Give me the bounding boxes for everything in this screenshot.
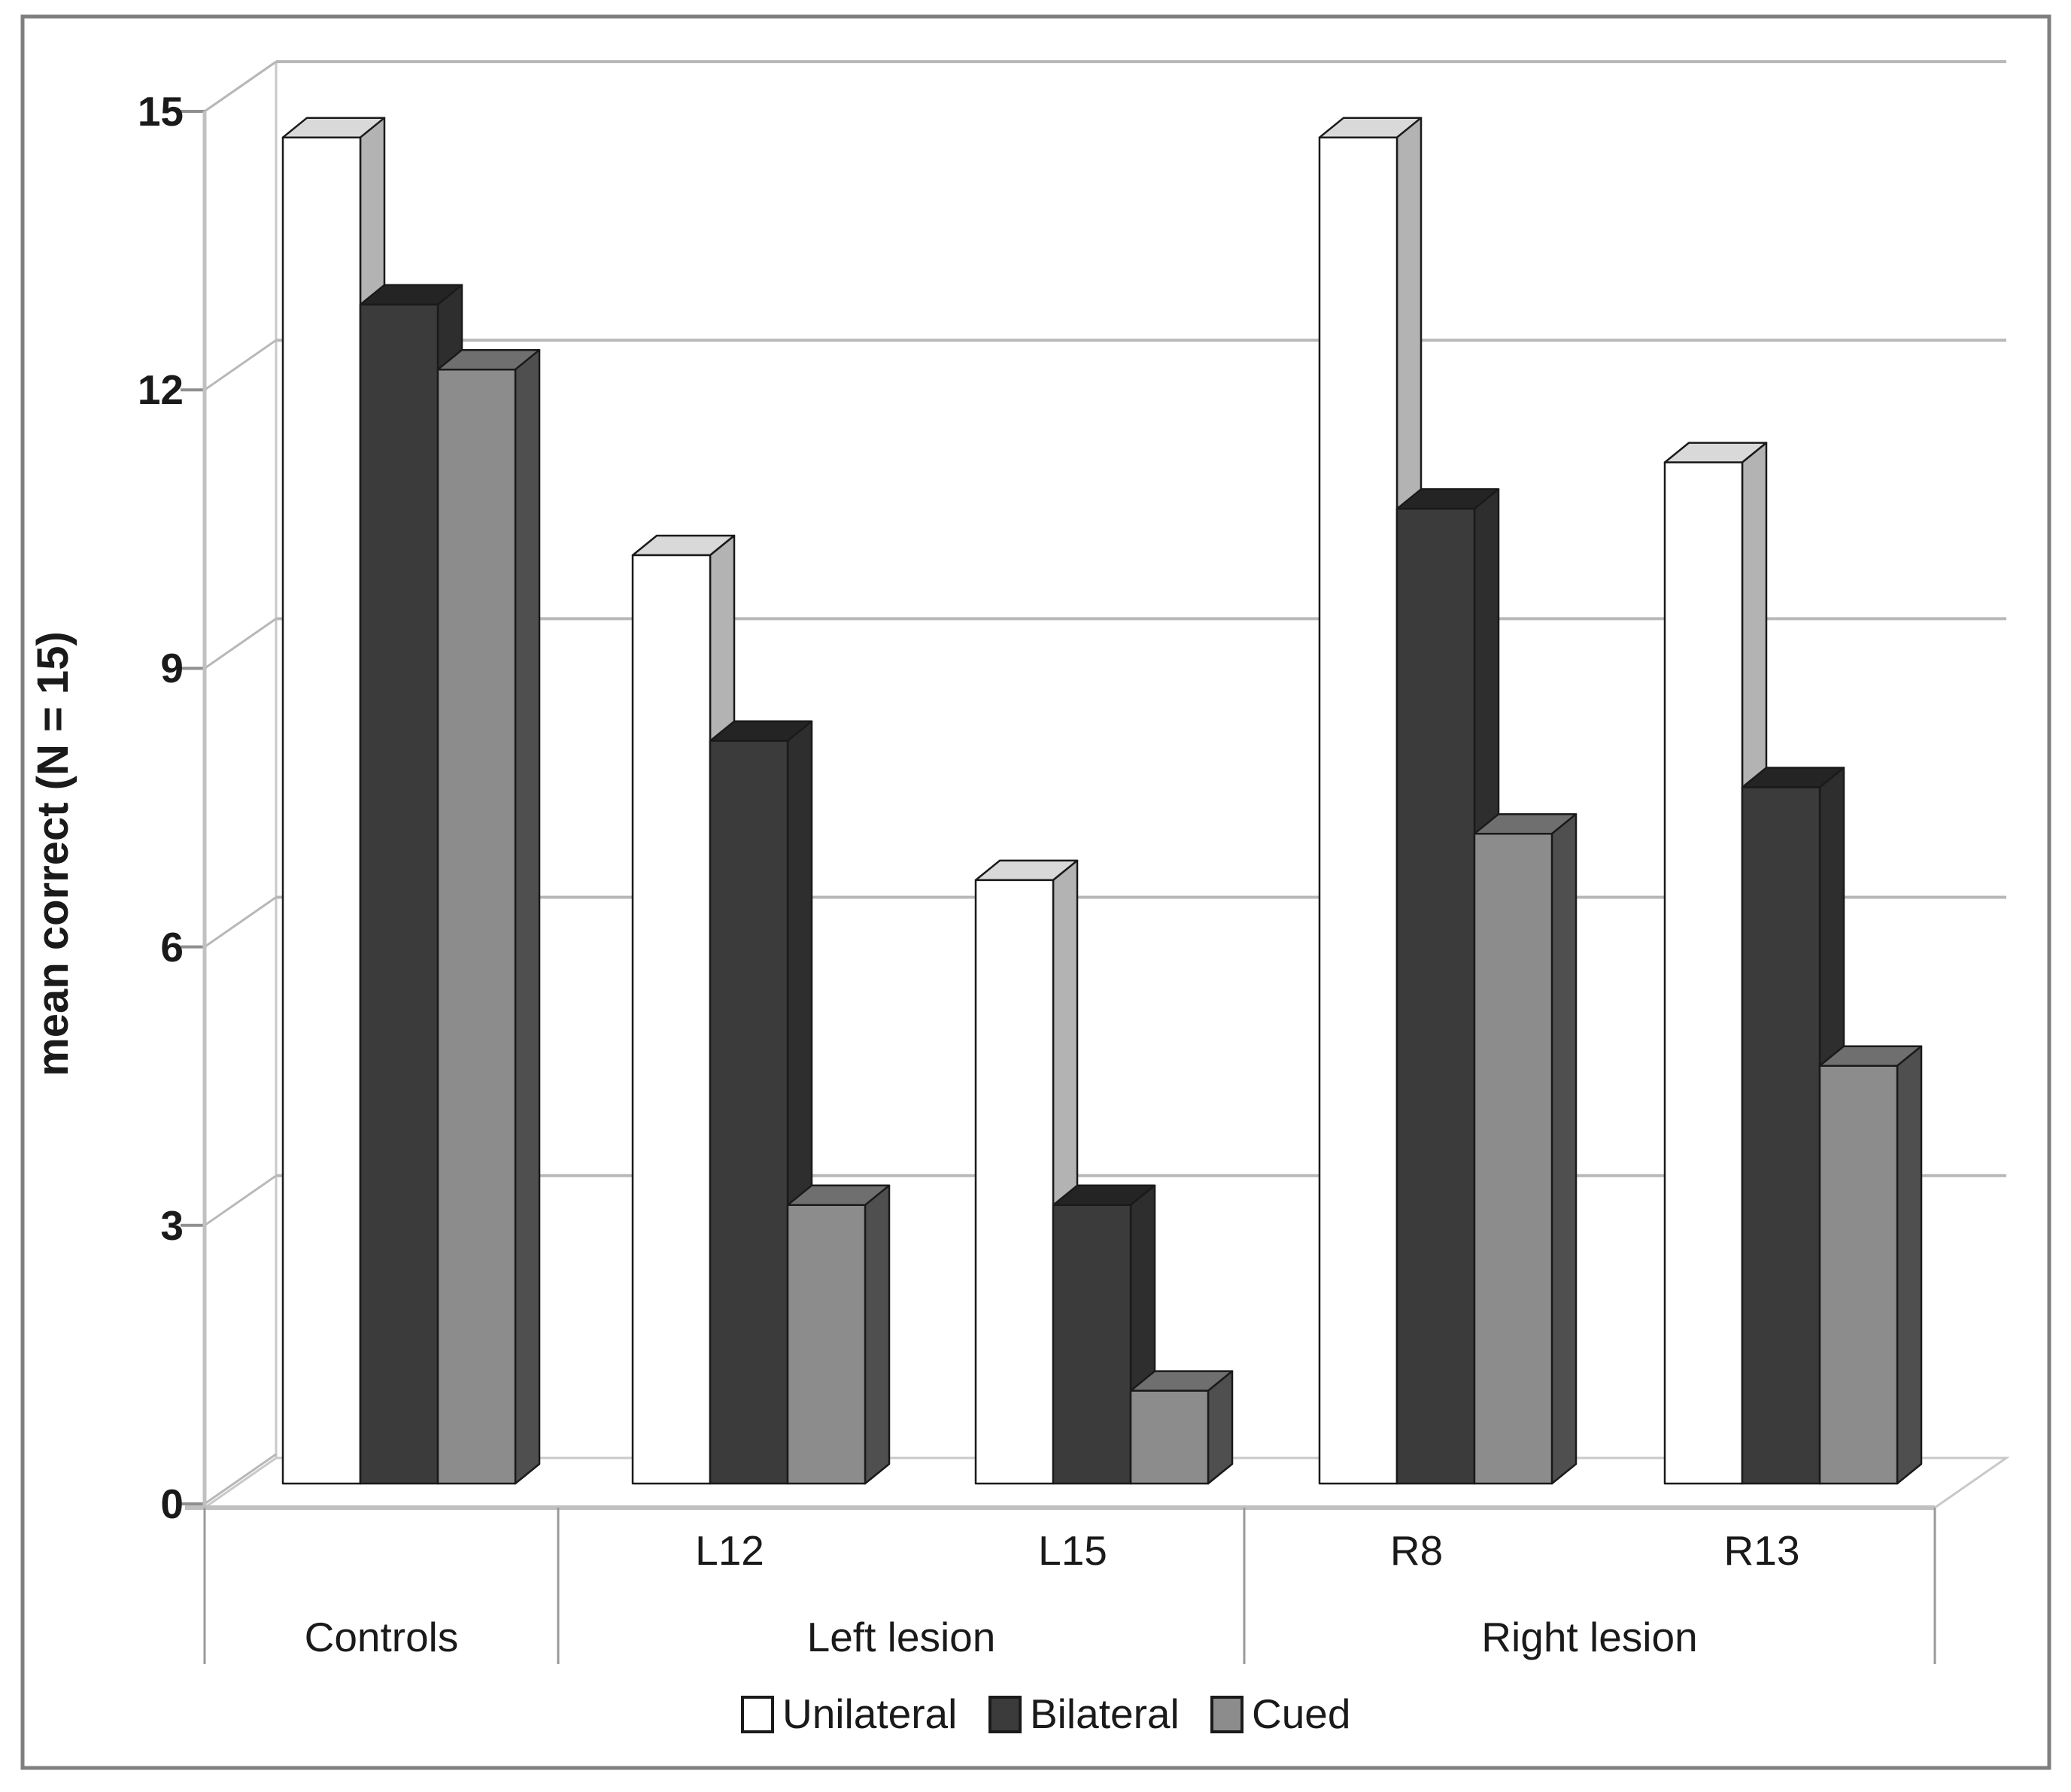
bar-side-face: [1896, 1045, 1923, 1485]
bar-cued-L15: [1129, 1370, 1234, 1485]
tick-connector: [204, 60, 277, 113]
tick-connector: [204, 896, 277, 948]
cluster-label-r13: R13: [1724, 1527, 1800, 1574]
bar-cued-R8: [1473, 812, 1578, 1485]
cluster-label-l12: L12: [695, 1527, 764, 1574]
cluster-label-r8: R8: [1390, 1527, 1443, 1574]
legend-label-cued: Cued: [1252, 1690, 1350, 1737]
legend-swatch-bilateral: [988, 1696, 1022, 1733]
cluster-label-l15: L15: [1038, 1527, 1107, 1574]
bar-front-face: [631, 554, 712, 1485]
y-tick-labels: 0 3 6 9 12 15: [138, 88, 184, 1527]
bar-front-face: [974, 879, 1055, 1485]
bar-front-face: [1318, 136, 1398, 1485]
group-labels: Controls Left lesion Right lesion: [305, 1614, 1698, 1660]
bar-side-face: [1550, 812, 1578, 1485]
bar-bilateral-L15: [1052, 1184, 1156, 1485]
bar-front-face: [1129, 1390, 1210, 1485]
tick-connector: [204, 1453, 277, 1505]
group-label-left-lesion: Left lesion: [807, 1614, 996, 1660]
bar-front-face: [1741, 786, 1821, 1485]
bar-side-face: [514, 348, 541, 1485]
bar-cued-controls: [436, 348, 541, 1485]
bar-side-face: [1207, 1370, 1234, 1485]
bar-front-face: [1818, 1065, 1899, 1485]
bars: [281, 117, 1923, 1485]
y-axis-title: mean correct (N = 15): [29, 631, 77, 1077]
y-tick-0: 0: [160, 1481, 184, 1527]
legend: Unilateral Bilateral Cued: [741, 1690, 1350, 1737]
bar-front-face: [786, 1204, 867, 1485]
legend-label-bilateral: Bilateral: [1030, 1690, 1180, 1737]
legend-swatch-cued: [1210, 1696, 1244, 1733]
y-tick-6: 6: [160, 924, 184, 970]
bar-front-face: [1473, 832, 1553, 1485]
bar-cued-L12: [786, 1184, 891, 1485]
bar-bilateral-L12: [709, 720, 813, 1485]
cluster-labels: L12 L15 R8 R13: [695, 1527, 1799, 1574]
bar-front-face: [1663, 461, 1744, 1485]
group-label-controls: Controls: [305, 1614, 459, 1660]
bar-front-face: [436, 368, 517, 1485]
y-tick-12: 12: [138, 366, 184, 413]
bar-front-face: [1395, 508, 1476, 1485]
y-tick-3: 3: [160, 1202, 184, 1249]
bar-front-face: [709, 740, 789, 1485]
bar-cued-R13: [1818, 1045, 1923, 1485]
bar-front-face: [281, 136, 362, 1485]
category-band: [203, 1508, 1936, 1664]
tick-connector: [204, 339, 277, 391]
tick-connector: [204, 1174, 277, 1227]
bar-front-face: [1052, 1204, 1132, 1485]
bar-side-face: [864, 1184, 891, 1485]
legend-label-unilateral: Unilateral: [782, 1690, 957, 1737]
tick-connector: [204, 618, 277, 670]
group-label-right-lesion: Right lesion: [1481, 1614, 1697, 1660]
bar-front-face: [359, 303, 439, 1485]
legend-swatch-unilateral: [741, 1696, 774, 1733]
y-tick-9: 9: [160, 645, 184, 691]
y-tick-15: 15: [138, 88, 184, 135]
